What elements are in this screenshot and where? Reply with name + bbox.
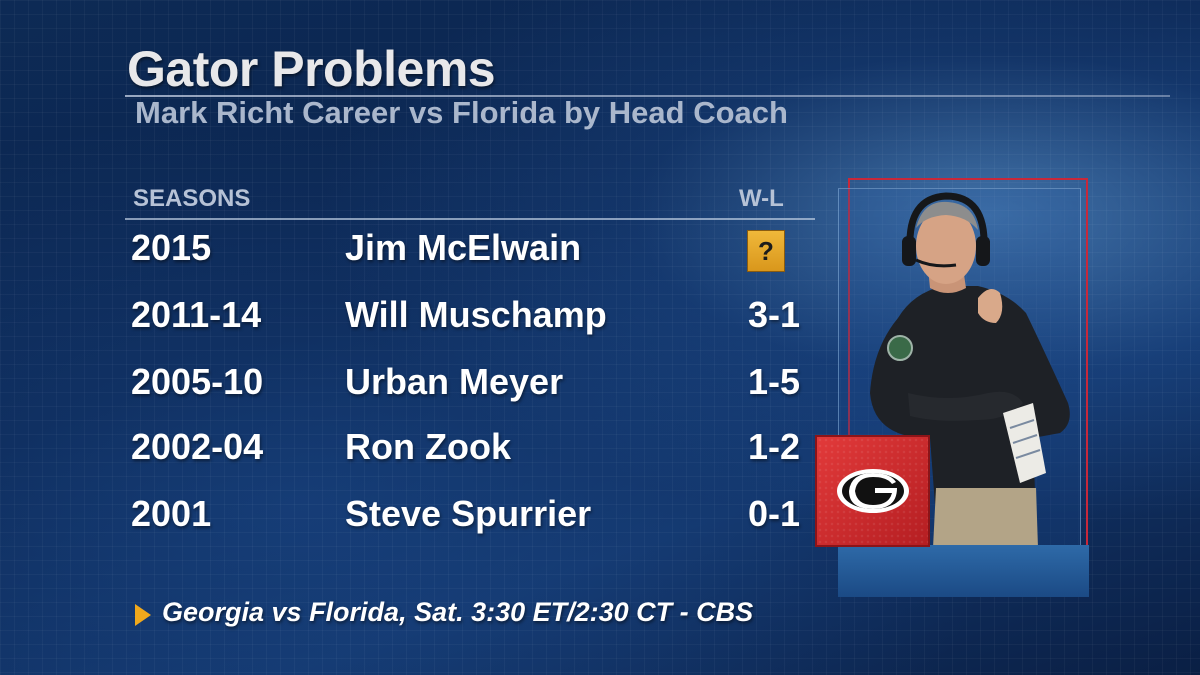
table-row: 2001 Steve Spurrier 0-1: [0, 493, 820, 543]
coach-cell: Will Muschamp: [345, 294, 607, 335]
play-arrow-icon: [135, 604, 151, 626]
team-logo-tile: [815, 435, 930, 547]
season-cell: 2001: [131, 493, 212, 534]
season-cell: 2015: [131, 227, 212, 268]
table-row: 2015 Jim McElwain ?: [0, 227, 820, 277]
graphic-title: Gator Problems: [127, 41, 496, 97]
header-divider: [125, 218, 815, 220]
game-info-footer: Georgia vs Florida, Sat. 3:30 ET/2:30 CT…: [162, 597, 754, 627]
graphic-subtitle: Mark Richt Career vs Florida by Head Coa…: [135, 95, 788, 130]
wl-cell: 1-5: [747, 361, 800, 402]
coach-cell: Urban Meyer: [345, 361, 564, 402]
wl-cell: 3-1: [747, 294, 800, 335]
coach-cell: Jim McElwain: [345, 227, 582, 268]
unknown-record-badge: ?: [747, 230, 785, 272]
title-divider: [125, 95, 1170, 97]
table-row: 2002-04 Ron Zook 1-2: [0, 426, 820, 476]
coach-cell: Ron Zook: [345, 426, 511, 467]
georgia-g-logo-icon: [837, 469, 909, 513]
photo-panel-base: [838, 545, 1089, 597]
table-row: 2005-10 Urban Meyer 1-5: [0, 361, 820, 411]
wl-cell: 1-2: [747, 426, 800, 467]
season-cell: 2002-04: [131, 426, 264, 467]
wl-cell: 0-1: [747, 493, 800, 534]
season-cell: 2005-10: [131, 361, 264, 402]
seasons-column-header: SEASONS: [133, 185, 251, 212]
table-row: 2011-14 Will Muschamp 3-1: [0, 294, 820, 344]
wl-column-header: W-L: [739, 185, 784, 212]
coach-cell: Steve Spurrier: [345, 493, 592, 534]
coach-photo: [870, 192, 1070, 548]
season-cell: 2011-14: [131, 294, 262, 335]
